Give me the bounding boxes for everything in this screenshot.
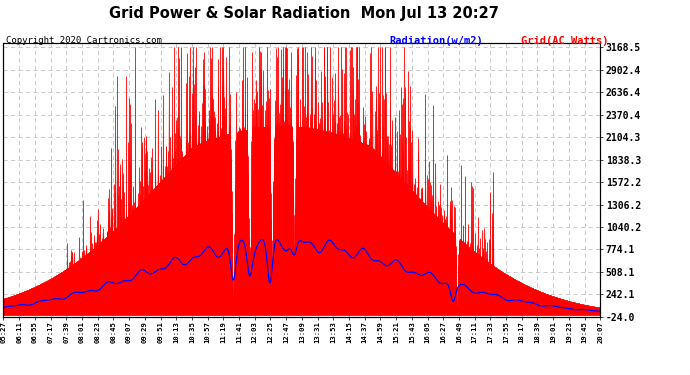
- Text: Grid Power & Solar Radiation  Mon Jul 13 20:27: Grid Power & Solar Radiation Mon Jul 13 …: [108, 6, 499, 21]
- Text: Grid(AC Watts): Grid(AC Watts): [521, 36, 609, 46]
- Text: Copyright 2020 Cartronics.com: Copyright 2020 Cartronics.com: [6, 36, 161, 45]
- Text: Radiation(w/m2): Radiation(w/m2): [390, 36, 484, 46]
